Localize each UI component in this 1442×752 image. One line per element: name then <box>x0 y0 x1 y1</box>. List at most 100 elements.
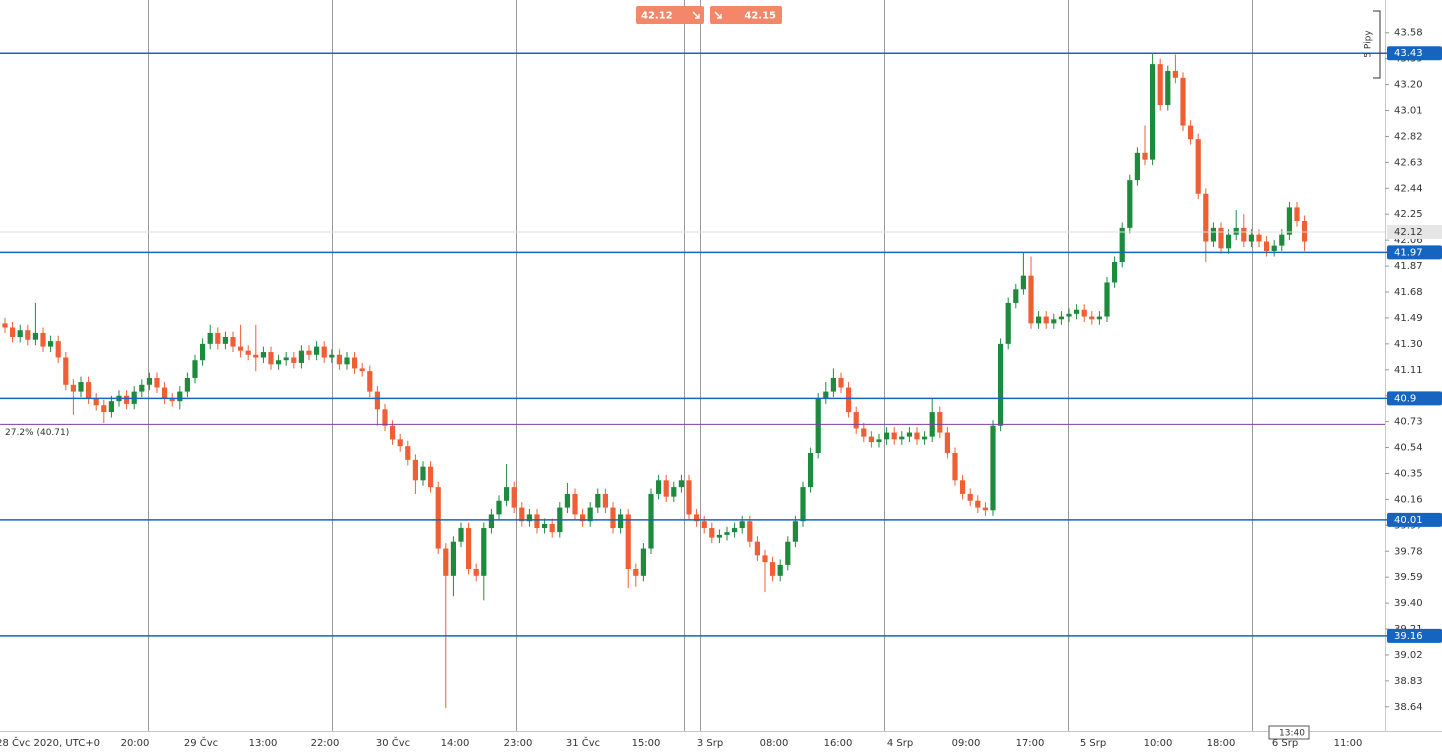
scale-label: 5 Pipy <box>1364 30 1374 58</box>
day-separators <box>148 0 1253 732</box>
candle-body <box>450 541 456 576</box>
fib-label: 27.2% (40.71) <box>5 428 69 438</box>
candle-body <box>952 453 958 481</box>
candle-body <box>610 507 616 529</box>
candle-body <box>63 357 69 385</box>
candle-body <box>78 382 84 392</box>
candle-body <box>1256 234 1262 242</box>
x-tick-label: 29 Čvc <box>184 736 218 749</box>
x-tick-label: 09:00 <box>952 738 981 749</box>
candle-body <box>595 493 601 508</box>
candle-body <box>1089 316 1095 320</box>
candle-body <box>207 332 213 344</box>
candle-body <box>1203 193 1209 242</box>
candle-body <box>1127 180 1133 228</box>
candle-body <box>306 350 312 355</box>
candle-body <box>982 507 988 511</box>
sell-button[interactable]: 42.12 <box>636 6 704 24</box>
candle-body <box>694 514 700 522</box>
candle-body <box>549 523 555 533</box>
candle-body <box>1188 125 1194 140</box>
candle-body <box>458 528 464 542</box>
x-tick-label: 13:00 <box>249 738 278 749</box>
candle-body <box>519 507 525 522</box>
candle-body <box>352 357 358 369</box>
candle-body <box>792 521 798 542</box>
candle-body <box>618 514 624 529</box>
last-price-box <box>1387 224 1442 239</box>
candles <box>2 53 1308 709</box>
candle-body <box>1074 309 1080 314</box>
candle-body <box>291 357 297 363</box>
candle-body <box>1233 227 1239 235</box>
candle-body <box>1180 77 1186 126</box>
candle-body <box>808 453 814 488</box>
candle-body <box>101 405 107 413</box>
candle-body <box>602 493 608 508</box>
buy-button[interactable]: 42.15 <box>710 6 782 24</box>
candle-body <box>1020 275 1026 290</box>
candle-body <box>732 528 738 533</box>
candle-body <box>724 532 730 535</box>
candle-body <box>260 352 266 358</box>
candle-body <box>268 352 274 365</box>
candle-body <box>215 332 221 344</box>
candle-body <box>420 466 426 481</box>
candle-body <box>374 391 380 410</box>
candle-body <box>298 350 304 363</box>
candle-body <box>762 555 768 563</box>
candle-body <box>397 439 403 447</box>
sell-arrow <box>692 11 700 19</box>
candle-body <box>86 382 92 399</box>
candle-body <box>785 541 791 565</box>
candle-body <box>975 500 981 508</box>
candle-body <box>481 528 487 576</box>
candle-body <box>868 436 874 443</box>
candle-body <box>1218 227 1224 249</box>
candle-body <box>1210 227 1216 242</box>
candle-body <box>914 432 920 440</box>
x-tick-label: 6 Srp <box>1272 738 1298 749</box>
x-tick-label: 16:00 <box>824 738 853 749</box>
level-box <box>1387 46 1442 61</box>
candle-body <box>815 398 821 454</box>
candle-body <box>846 387 852 413</box>
candle-body <box>891 432 897 440</box>
candle-body <box>1043 316 1049 324</box>
candle-body <box>754 541 760 556</box>
candle-body <box>496 500 502 515</box>
candle-body <box>412 459 418 481</box>
buy-arrow <box>714 11 722 19</box>
candle-body <box>443 548 449 576</box>
level-label: 39.16 <box>1394 631 1423 642</box>
candle-body <box>177 391 183 402</box>
candle-body <box>1172 70 1178 78</box>
candle-body <box>108 401 114 413</box>
candle-body <box>671 487 677 497</box>
candle-body <box>169 398 175 402</box>
candle-body <box>1286 207 1292 235</box>
y-tick-label: 38.64 <box>1394 702 1423 713</box>
candle-body <box>344 357 350 365</box>
x-tick-label: 23:00 <box>504 738 533 749</box>
candle-body <box>716 534 722 538</box>
candle-body <box>1081 309 1087 317</box>
y-tick-label: 41.11 <box>1394 365 1423 376</box>
candle-body <box>944 432 950 454</box>
candle-body <box>587 507 593 522</box>
y-tick-label: 43.01 <box>1394 106 1423 117</box>
y-tick-label: 38.83 <box>1394 676 1423 687</box>
candle-body <box>48 341 54 347</box>
level-box <box>1387 245 1442 260</box>
level-box <box>1387 391 1442 406</box>
candle-body <box>10 327 16 338</box>
candle-body <box>1142 152 1148 160</box>
x-tick-label: 14:00 <box>441 738 470 749</box>
x-tick-label: 18:00 <box>1207 738 1236 749</box>
candle-body <box>1264 241 1270 252</box>
candle-body <box>1226 234 1232 249</box>
candle-body <box>884 432 890 440</box>
level-box <box>1387 512 1442 527</box>
candle-body <box>1066 313 1072 317</box>
